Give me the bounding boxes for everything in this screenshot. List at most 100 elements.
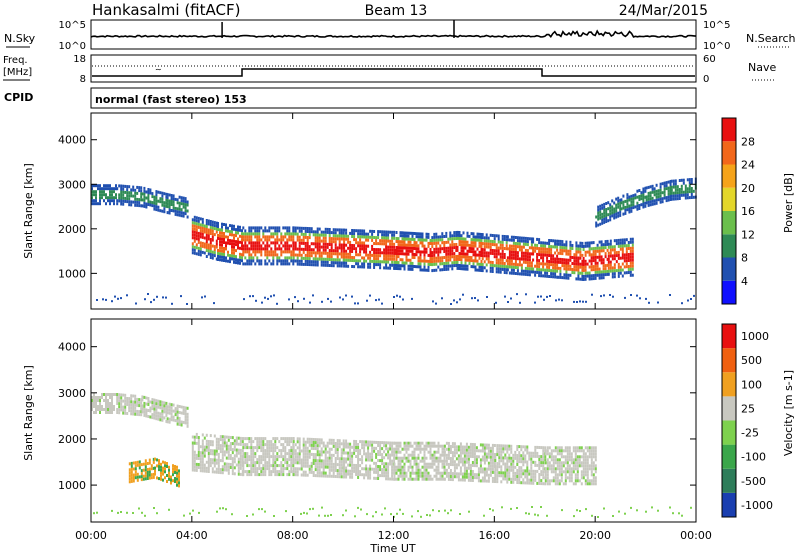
heatmap-cell: [256, 250, 258, 253]
heatmap-cell: [313, 462, 315, 465]
heatmap-cell: [443, 265, 445, 268]
heatmap-cell: [536, 446, 538, 449]
heatmap-cell: [475, 260, 477, 263]
heatmap-cell: [553, 455, 555, 458]
heatmap-cell: [524, 475, 526, 478]
heatmap-cell: [601, 246, 603, 249]
heatmap-cell: [473, 250, 475, 253]
heatmap-cell: [363, 263, 365, 266]
heatmap-cell: [280, 464, 282, 467]
heatmap-cell: [258, 244, 260, 247]
heatmap-cell: [510, 298, 512, 300]
heatmap-cell: [391, 472, 393, 475]
heatmap-cell: [534, 476, 536, 479]
heatmap-cell: [244, 458, 246, 461]
heatmap-cell: [472, 461, 474, 464]
heatmap-cell: [424, 248, 426, 251]
heatmap-cell: [206, 249, 208, 252]
heatmap-cell: [418, 475, 420, 478]
heatmap-cell: [311, 465, 313, 468]
heatmap-cell: [538, 467, 540, 470]
heatmap-cell: [210, 464, 212, 467]
heatmap-cell: [329, 252, 331, 255]
heatmap-cell: [466, 443, 468, 446]
heatmap-cell: [630, 265, 632, 268]
heatmap-cell: [256, 461, 258, 464]
heatmap-cell: [589, 452, 591, 455]
heatmap-cell: [398, 267, 400, 270]
heatmap-cell: [443, 244, 445, 247]
heatmap-cell: [363, 233, 365, 236]
heatmap-cell: [666, 187, 668, 190]
heatmap-cell: [361, 232, 363, 235]
heatmap-cell: [274, 449, 276, 452]
heatmap-cell: [679, 191, 681, 194]
heatmap-cell: [222, 471, 224, 474]
heatmap-cell: [246, 461, 248, 464]
heatmap-cell: [601, 204, 603, 207]
heatmap-cell: [272, 461, 274, 464]
heatmap-cell: [599, 253, 601, 256]
heatmap-cell: [509, 245, 511, 248]
heatmap-cell: [248, 232, 250, 235]
heatmap-cell: [599, 211, 601, 214]
heatmap-cell: [662, 200, 664, 203]
heatmap-cell: [433, 233, 435, 236]
heatmap-cell: [638, 207, 640, 210]
heatmap-cell: [202, 460, 204, 463]
heatmap-cell: [323, 261, 325, 264]
heatmap-cell: [500, 259, 502, 262]
heatmap-cell: [381, 447, 383, 450]
heatmap-cell: [343, 469, 345, 472]
heatmap-cell: [579, 251, 581, 254]
heatmap-cell: [496, 261, 498, 264]
heatmap-cell: [363, 242, 365, 245]
heatmap-cell: [548, 266, 550, 269]
heatmap-cell: [365, 254, 367, 257]
heatmap-cell: [231, 233, 233, 236]
heatmap-cell: [299, 227, 301, 230]
heatmap-cell: [327, 442, 329, 445]
heatmap-cell: [210, 458, 212, 461]
heatmap-cell: [523, 255, 525, 258]
heatmap-cell: [626, 259, 628, 262]
heatmap-cell: [400, 252, 402, 255]
heatmap-cell: [280, 253, 282, 256]
heatmap-cell: [476, 464, 478, 467]
heatmap-cell: [542, 473, 544, 476]
heatmap-cell: [608, 258, 610, 261]
heatmap-cell: [581, 482, 583, 485]
heatmap-cell: [396, 261, 398, 264]
heatmap-cell: [163, 210, 165, 213]
heatmap-cell: [622, 242, 624, 245]
heatmap-cell: [329, 466, 331, 469]
heatmap-cell: [194, 439, 196, 442]
heatmap-cell: [510, 451, 512, 454]
heatmap-cell: [618, 251, 620, 254]
heatmap-cell: [394, 252, 396, 255]
heatmap-cell: [391, 478, 393, 481]
heatmap-cell: [155, 196, 157, 199]
heatmap-cell: [295, 233, 297, 236]
heatmap-cell: [565, 247, 567, 250]
heatmap-cell: [660, 198, 662, 201]
heatmap-cell: [595, 479, 597, 482]
heatmap-cell: [274, 232, 276, 235]
heatmap-cell: [488, 474, 490, 477]
heatmap-cell: [561, 479, 563, 482]
heatmap-cell: [333, 466, 335, 469]
heatmap-cell: [490, 234, 492, 237]
heatmap-cell: [237, 229, 239, 232]
heatmap-cell: [292, 455, 294, 458]
heatmap-cell: [227, 260, 229, 263]
heatmap-cell: [557, 252, 559, 255]
heatmap-cell: [468, 455, 470, 458]
heatmap-cell: [258, 458, 260, 461]
heatmap-cell: [262, 458, 264, 461]
heatmap-cell: [231, 254, 233, 257]
heatmap-cell: [389, 258, 391, 261]
heatmap-cell: [97, 187, 99, 190]
heatmap-cell: [529, 237, 531, 240]
heatmap-cell: [208, 229, 210, 232]
heatmap-cell: [630, 268, 632, 271]
